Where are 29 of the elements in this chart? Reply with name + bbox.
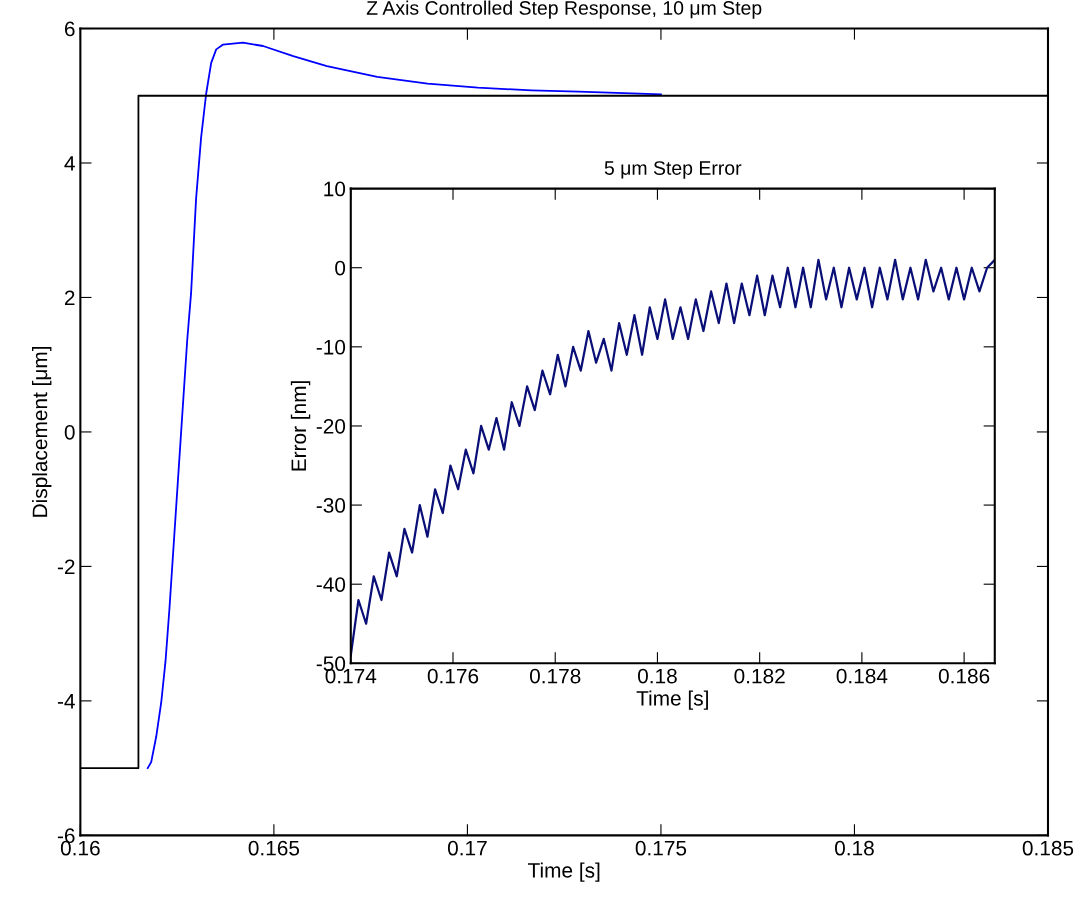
x-tick-label: 0.178 <box>529 668 581 684</box>
x-tick-label: 0.175 <box>635 840 687 856</box>
x-axis-title: Time [s] <box>636 690 708 710</box>
x-tick-label: 0.176 <box>427 668 479 684</box>
y-tick-label: 0 <box>64 424 75 440</box>
y-tick-label: 6 <box>64 21 75 37</box>
x-tick-label: 0.165 <box>248 840 300 856</box>
y-axis-title: Error [nm] <box>290 381 311 471</box>
y-tick-label: -20 <box>316 418 346 434</box>
y-tick-label: 0 <box>335 260 346 276</box>
y-tick-label: 4 <box>64 156 75 171</box>
chart-title: Z Axis Controlled Step Response, 10 μm Step <box>366 0 762 19</box>
x-tick-label: 0.186 <box>938 668 990 684</box>
y-axis-title: Displacement [μm] <box>32 346 52 517</box>
x-tick-label: 0.184 <box>836 668 888 684</box>
y-tick-label: -2 <box>57 559 75 574</box>
x-axis-title: Time [s] <box>528 862 600 882</box>
chart-title: 5 μm Step Error <box>604 161 742 179</box>
y-tick-label: 2 <box>64 290 75 306</box>
x-tick-label: 0.18 <box>835 840 874 856</box>
x-tick-label: 0.18 <box>637 668 677 684</box>
x-tick-label: 0.17 <box>447 840 487 856</box>
y-tick-label: -30 <box>316 498 346 513</box>
y-tick-label: 10 <box>324 181 346 197</box>
y-tick-label: -10 <box>316 339 346 355</box>
x-tick-label: 0.182 <box>734 668 785 684</box>
y-tick-label: -4 <box>57 694 75 709</box>
y-tick-label: -40 <box>316 577 346 592</box>
x-tick-label: 0.185 <box>1022 840 1074 856</box>
